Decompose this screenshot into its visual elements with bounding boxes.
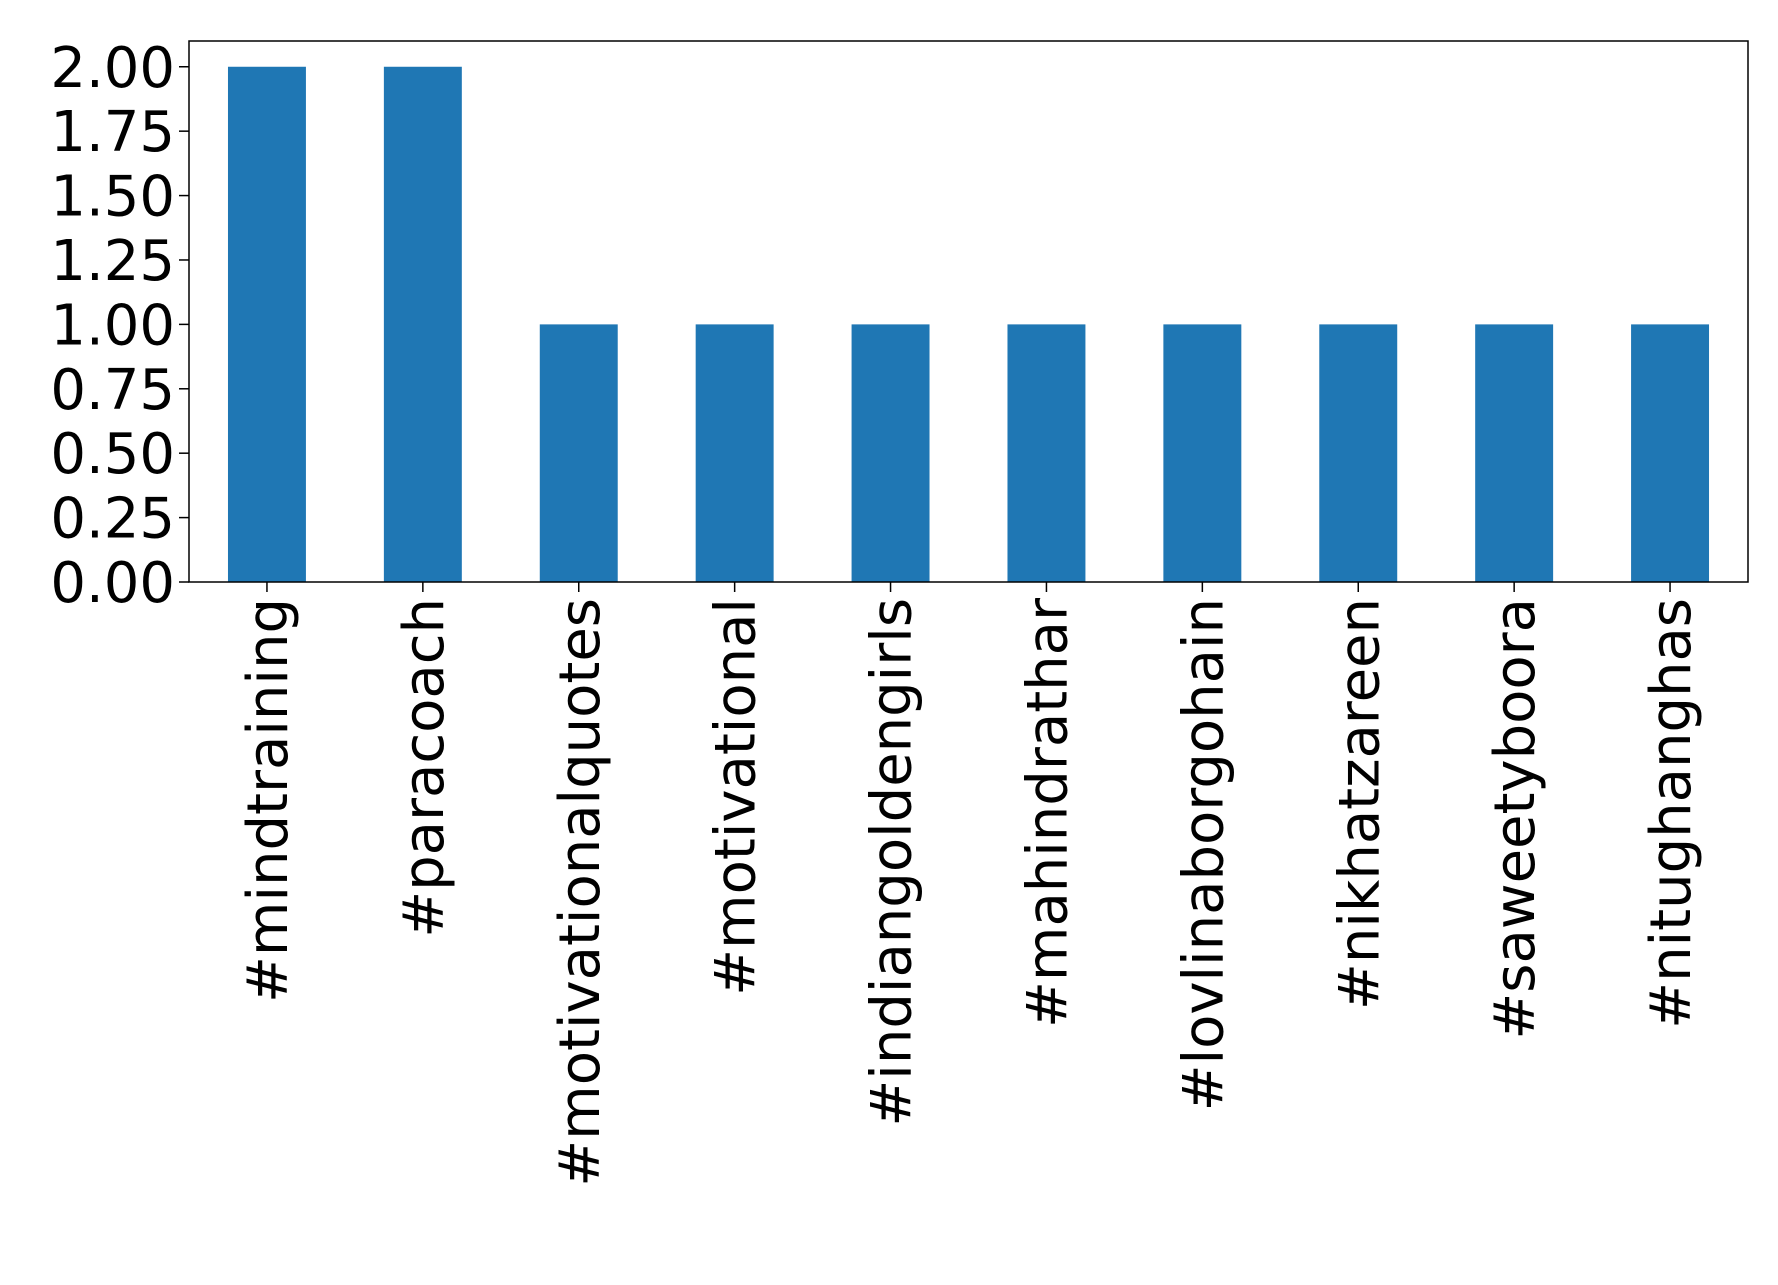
y-tick-label: 1.25: [50, 229, 175, 294]
x-tick-label: #motivationalquotes: [548, 598, 613, 1187]
bar: [695, 324, 774, 582]
x-tick-label: #mahindrathar: [1015, 597, 1080, 1028]
x-tick-label: #lovlinaborgohain: [1171, 598, 1236, 1111]
bar: [1475, 324, 1554, 582]
bar: [227, 66, 306, 582]
bar: [383, 66, 462, 582]
y-tick-label: 1.75: [50, 100, 175, 165]
bar: [851, 324, 930, 582]
y-tick-label: 2.00: [50, 36, 175, 101]
y-tick-label: 0.50: [50, 422, 175, 487]
plot-frame: [188, 40, 1749, 583]
y-tick-label: 1.50: [50, 165, 175, 230]
x-tick-label: #nikhatzareen: [1327, 598, 1392, 1010]
x-tick-label: #mindtraining: [236, 598, 301, 1003]
y-tick-label: 1.00: [50, 293, 175, 358]
y-tick-label: 0.75: [50, 358, 175, 423]
x-tick-label: #indiangoldengirls: [860, 598, 925, 1127]
y-tick-label: 0.25: [50, 487, 175, 552]
bar: [1163, 324, 1242, 582]
bar: [1631, 324, 1710, 582]
x-tick-label: #paracoach: [392, 598, 457, 938]
bar: [1319, 324, 1398, 582]
y-tick-label: 0.00: [50, 551, 175, 616]
bar: [1007, 324, 1086, 582]
x-tick-label: #saweetyboora: [1483, 598, 1548, 1040]
x-tick-label: #motivational: [704, 598, 769, 996]
bar: [539, 324, 618, 582]
x-tick-label: #nitughanghas: [1639, 598, 1704, 1029]
